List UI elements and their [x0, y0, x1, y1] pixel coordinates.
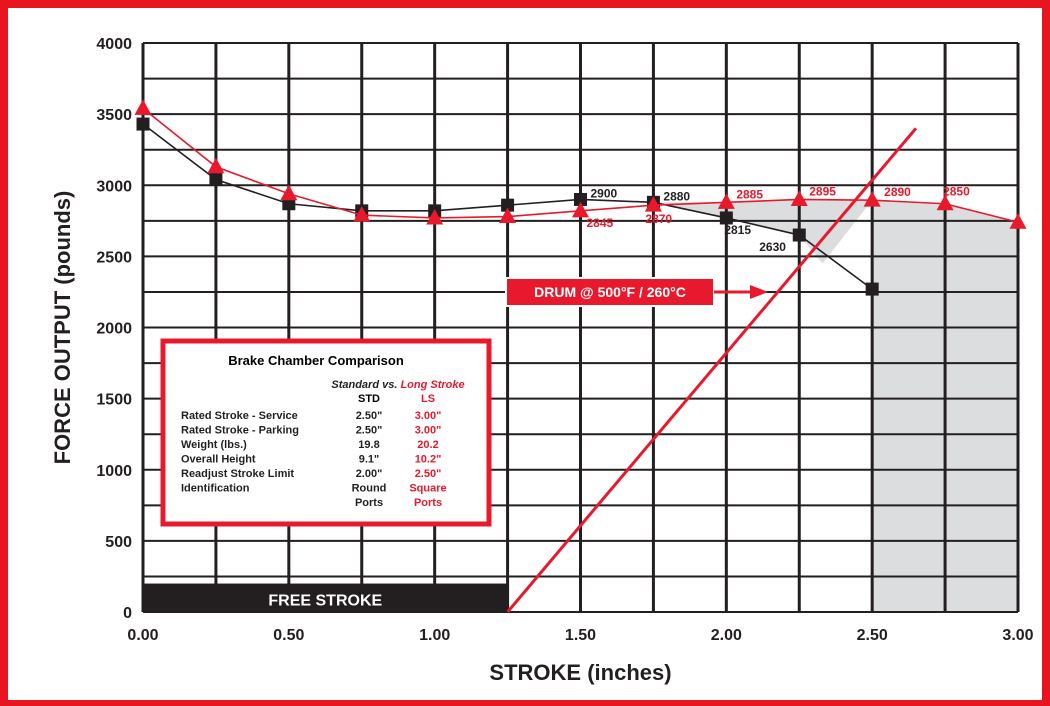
long_stroke-point: [790, 190, 808, 206]
standard-data-label: 2630: [759, 240, 786, 254]
long_stroke-point: [280, 184, 298, 201]
column-std-header: STD: [358, 393, 380, 405]
drum-label-box: [505, 277, 715, 307]
comparison-table-title: Brake Chamber Comparison: [228, 353, 404, 368]
x-tick-label: 2.00: [711, 627, 742, 644]
grid-layer: [141, 42, 1020, 613]
comparison-table: Brake Chamber Comparison Standard vs. Lo…: [160, 338, 492, 527]
long_stroke-point: [426, 208, 444, 225]
standard-point: [865, 282, 879, 296]
long_stroke-data-label: 2890: [884, 185, 911, 199]
y-tick-label: 3500: [96, 107, 132, 124]
x-tick-label: 0.00: [127, 627, 158, 644]
y-tick-label: 500: [105, 534, 132, 551]
long_stroke-point: [572, 201, 589, 218]
long_stroke-point: [717, 193, 735, 209]
standard-point: [719, 211, 733, 225]
y-tick-label: 1000: [96, 463, 132, 480]
standard-data-label: 2880: [663, 189, 690, 203]
comparison-row-label: Overall Height: [181, 454, 256, 466]
x-tick-label: 1.00: [419, 627, 450, 644]
x-tick-label: 0.50: [273, 627, 304, 644]
series-layer: 2900 2880 2815 2630 2845 2870 2885 2895 2890 2850: [134, 99, 1027, 296]
shaded-region-layer: [653, 199, 1018, 612]
long_stroke-data-label: 2885: [736, 187, 763, 201]
comparison-row-label: Weight (lbs.): [181, 439, 247, 451]
comparison-row-ls: 3.00": [415, 425, 442, 437]
x-tick-label: 1.50: [565, 627, 596, 644]
long_stroke-point: [1009, 213, 1027, 229]
long_stroke-point: [863, 191, 881, 207]
long_stroke-point: [499, 207, 517, 224]
shaded-region: [653, 199, 1018, 612]
long_stroke-point: [207, 157, 225, 174]
comparison-row-std: Ports: [355, 497, 383, 509]
standard-point: [792, 228, 806, 242]
comparison-row-label: Readjust Stroke Limit: [181, 468, 294, 480]
y-axis-title: FORCE OUTPUT (pounds): [50, 191, 75, 465]
y-tick-label: 3000: [96, 178, 132, 195]
comparison-row-ls: Ports: [414, 497, 442, 509]
tick-labels-layer: 0.00 0.50 1.00 1.50 2.00 2.50 3.00 0 500 1000 1500…: [96, 36, 1033, 644]
comparison-row-label: Rated Stroke - Parking: [181, 425, 299, 437]
comparison-row-std: 9.1": [359, 454, 380, 466]
standard-data-label: 2815: [724, 223, 751, 237]
long_stroke-point: [644, 196, 662, 212]
standard-point: [136, 117, 150, 131]
long_stroke-data-label: 2845: [587, 216, 614, 230]
standard-data-label: 2900: [591, 186, 618, 200]
comparison-row-label: Identification: [181, 483, 250, 495]
y-tick-label: 1500: [96, 392, 132, 409]
y-tick-label: 2500: [96, 249, 132, 266]
standard-point: [209, 173, 223, 187]
subtitle-standard: Standard vs.: [331, 379, 397, 391]
y-tick-label: 4000: [96, 36, 132, 53]
comparison-row-std: Round: [352, 483, 387, 495]
y-tick-label: 0: [123, 605, 132, 622]
long_stroke-point: [353, 206, 371, 222]
standard-point: [574, 192, 587, 206]
comparison-row-ls: 20.2: [417, 439, 438, 451]
long_stroke-data-label: 2895: [809, 184, 836, 198]
comparison-row-ls: 3.00": [415, 410, 442, 422]
comparison-table-subtitle: Standard vs. Long Stroke: [331, 379, 464, 391]
comparison-table-box: [160, 338, 492, 527]
free-stroke-bar: [143, 583, 508, 612]
drum-label: DRUM @ 500°F / 260°C: [534, 284, 686, 300]
standard-point: [501, 198, 515, 212]
free-stroke-layer: FREE STROKE: [143, 583, 508, 612]
column-ls-header: LS: [421, 393, 435, 405]
long_stroke-data-label: 2870: [645, 212, 672, 226]
drum-arrow-head: [750, 285, 768, 299]
comparison-row-std: 2.00": [356, 468, 383, 480]
comparison-row-label: Rated Stroke - Service: [181, 410, 298, 422]
long_stroke-data-label: 2850: [943, 185, 970, 199]
x-axis-title: STROKE (inches): [489, 660, 671, 685]
free-stroke-label: FREE STROKE: [268, 593, 382, 610]
x-tick-label: 3.00: [1002, 627, 1033, 644]
drum-temperature-line: [506, 127, 918, 613]
comparison-row-std: 2.50": [356, 425, 383, 437]
comparison-row-ls: 10.2": [415, 454, 442, 466]
comparison-rows: Rated Stroke - Service 2.50" 3.00" Rated St…: [181, 410, 447, 509]
comparison-row-std: 19.8: [358, 439, 379, 451]
y-tick-label: 2000: [96, 321, 132, 338]
long_stroke-point: [134, 99, 152, 115]
x-tick-label: 2.50: [857, 627, 888, 644]
standard-point: [282, 197, 296, 211]
comparison-row-ls: Square: [409, 483, 446, 495]
subtitle-long-stroke: Long Stroke: [400, 379, 464, 391]
drum-layer: DRUM @ 500°F / 260°C: [505, 127, 918, 613]
long_stroke-point: [936, 194, 954, 211]
comparison-row-ls: 2.50": [415, 468, 442, 480]
comparison-row-std: 2.50": [356, 410, 383, 422]
